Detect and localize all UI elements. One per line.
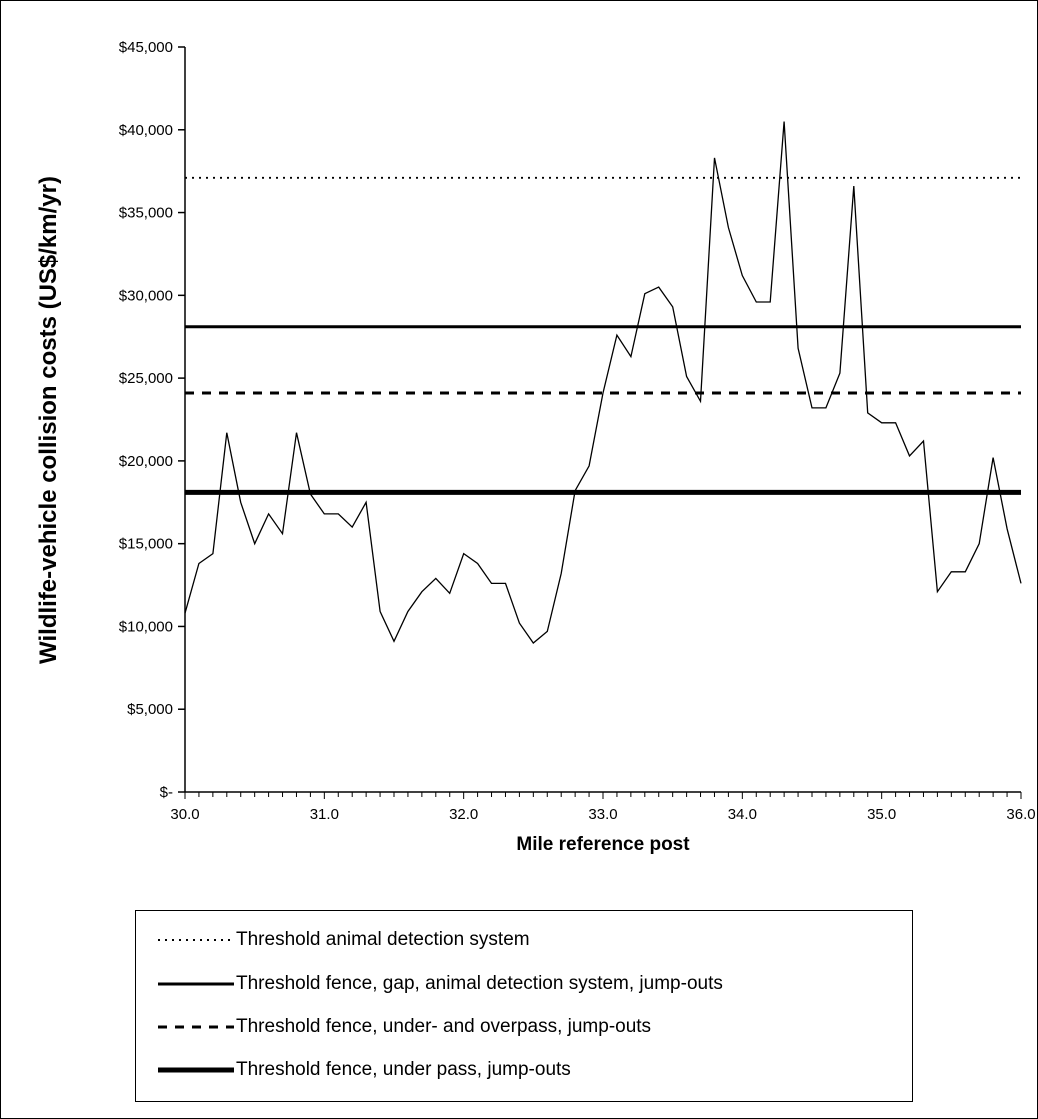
y-tick-label: $5,000 xyxy=(127,701,173,718)
legend-item: Threshold fence, gap, animal detection s… xyxy=(156,967,723,1001)
y-tick-label: $40,000 xyxy=(119,122,173,139)
y-tick-label: $35,000 xyxy=(119,205,173,222)
legend: Threshold animal detection system Thresh… xyxy=(135,910,913,1102)
chart-plot: Wildlife-vehicle collision costs (US$/km… xyxy=(35,39,1036,855)
x-tick-label: 33.0 xyxy=(588,806,617,823)
legend-swatch-dashed xyxy=(158,1025,234,1029)
legend-label: Threshold animal detection system xyxy=(236,929,530,950)
y-axis-title: Wildlife-vehicle collision costs (US$/km… xyxy=(35,176,62,664)
legend-label: Threshold fence, gap, animal detection s… xyxy=(236,973,723,994)
threshold-lines xyxy=(185,176,1021,495)
legend-label: Threshold fence, under pass, jump-outs xyxy=(236,1059,571,1080)
x-tick-label: 31.0 xyxy=(310,806,339,823)
x-tick-label: 35.0 xyxy=(867,806,896,823)
axis-ticks: $- $5,000 $10,000 $15,000 $20,000 $25,000 $30,… xyxy=(119,39,1036,823)
y-tick-label: $10,000 xyxy=(119,618,173,635)
y-tick-label: $- xyxy=(160,784,173,801)
axes xyxy=(184,47,1021,793)
x-tick-label: 36.0 xyxy=(1006,806,1035,823)
legend-item: Threshold fence, under- and overpass, ju… xyxy=(156,1010,651,1044)
x-tick-label: 34.0 xyxy=(728,806,757,823)
legend-swatch-thick xyxy=(158,1067,234,1073)
y-tick-label: $15,000 xyxy=(119,536,173,553)
y-tick-label: $20,000 xyxy=(119,453,173,470)
legend-swatch-dotted xyxy=(158,939,234,941)
y-tick-label: $25,000 xyxy=(119,370,173,387)
y-tick-label: $30,000 xyxy=(119,287,173,304)
legend-item: Threshold animal detection system xyxy=(156,923,530,957)
x-tick-label: 30.0 xyxy=(170,806,199,823)
legend-label: Threshold fence, under- and overpass, ju… xyxy=(236,1016,652,1037)
x-axis-title: Mile reference post xyxy=(516,834,690,855)
y-tick-label: $45,000 xyxy=(119,39,173,56)
legend-item: Threshold fence, under pass, jump-outs xyxy=(156,1053,571,1087)
y-axis-title-group: Wildlife-vehicle collision costs (US$/km… xyxy=(35,176,62,664)
data-series xyxy=(184,121,1022,644)
legend-swatch-solid xyxy=(158,982,234,986)
x-tick-label: 32.0 xyxy=(449,806,478,823)
series-line xyxy=(184,121,1022,644)
